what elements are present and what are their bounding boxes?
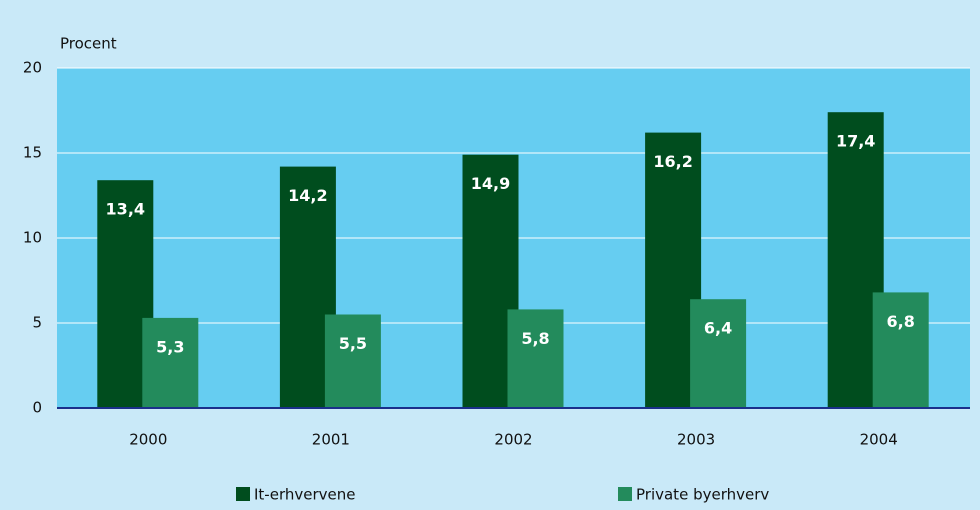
bar [690, 299, 747, 408]
x-tick-label: 2003 [677, 431, 715, 449]
bar [142, 317, 199, 408]
y-tick-label: 0 [32, 399, 42, 417]
y-axis-label: Procent [60, 35, 117, 53]
legend-swatch [236, 487, 250, 501]
data-label: 17,4 [836, 132, 875, 151]
data-label: 5,3 [156, 337, 184, 356]
data-label: 16,2 [653, 152, 692, 171]
x-tick-label: 2002 [494, 431, 532, 449]
y-tick-label: 5 [32, 314, 42, 332]
data-label: 14,2 [288, 186, 327, 205]
y-tick-label: 10 [23, 229, 42, 247]
legend-label: It-erhvervene [254, 486, 355, 504]
data-label: 5,8 [521, 329, 549, 348]
data-label: 6,8 [887, 312, 915, 331]
y-tick-label: 20 [23, 59, 42, 77]
data-label: 5,5 [339, 334, 367, 353]
y-tick-label: 15 [23, 144, 42, 162]
bar [324, 314, 381, 408]
data-label: 13,4 [106, 200, 145, 219]
legend-swatch [618, 487, 632, 501]
data-label: 14,9 [471, 174, 510, 193]
x-tick-label: 2004 [860, 431, 898, 449]
bar [507, 309, 564, 408]
bar [872, 292, 929, 408]
data-label: 6,4 [704, 319, 732, 338]
legend-label: Private byerhverv [636, 486, 769, 504]
x-tick-label: 2001 [312, 431, 350, 449]
x-tick-label: 2000 [129, 431, 167, 449]
